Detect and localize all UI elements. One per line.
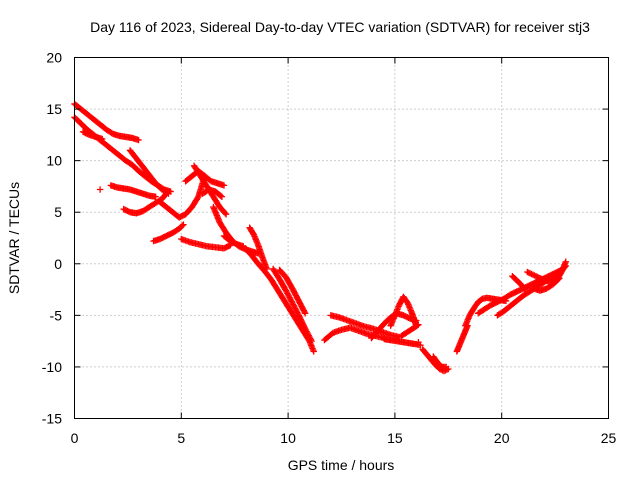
data-point-marker: [556, 275, 563, 282]
data-point-marker: [414, 322, 421, 329]
series-track-4: [107, 182, 159, 200]
data-point-marker: [180, 221, 187, 228]
y-axis-tick-labels: -15 -10 -5 0 5 10 15 20: [42, 50, 62, 427]
data-points: [71, 100, 569, 375]
data-point-marker: [521, 285, 528, 292]
x-axis-tick-labels: 0 5 10 15 20 25: [71, 430, 617, 446]
axis-ticks: [74, 57, 609, 419]
x-axis-label: GPS time / hours: [288, 457, 395, 473]
data-point-marker: [532, 272, 540, 280]
data-point-marker: [164, 189, 171, 197]
data-point-marker: [307, 336, 315, 343]
data-point-marker: [96, 186, 104, 193]
data-point-marker: [524, 268, 531, 276]
data-point-marker: [308, 337, 315, 345]
y-tick-label: -10: [42, 359, 62, 375]
series-track-24: [387, 293, 420, 329]
series-track-12: [199, 186, 226, 200]
y-tick-label: 10: [46, 153, 62, 169]
x-tick-label: 25: [601, 430, 617, 446]
data-point-marker: [301, 308, 308, 316]
series-track-5: [96, 186, 104, 193]
y-tick-label: 5: [54, 204, 62, 220]
data-point-marker: [536, 275, 544, 282]
data-point-marker: [440, 367, 448, 375]
y-tick-label: 0: [54, 256, 62, 272]
data-point-marker: [220, 182, 228, 189]
data-point-marker: [310, 348, 317, 355]
series-track-28: [415, 338, 422, 346]
data-point-marker: [555, 276, 562, 283]
series-track-33: [509, 272, 529, 293]
data-point-marker: [442, 367, 449, 374]
x-tick-label: 20: [494, 430, 510, 446]
x-tick-label: 15: [387, 430, 403, 446]
data-point-marker: [415, 321, 422, 328]
data-point-marker: [534, 273, 541, 281]
data-point-marker: [442, 363, 450, 371]
data-point-marker: [222, 211, 230, 218]
series-track-3: [79, 128, 106, 143]
data-point-marker: [301, 310, 309, 317]
series-track-7: [126, 147, 172, 197]
data-point-marker: [165, 190, 172, 197]
series-track-29: [453, 322, 471, 355]
series-track-35: [530, 275, 563, 294]
data-point-marker: [218, 193, 226, 200]
data-point-marker: [99, 135, 106, 143]
series-track-18: [269, 265, 315, 345]
series-track-25: [398, 321, 422, 340]
x-tick-label: 10: [280, 430, 296, 446]
series-track-8: [150, 221, 187, 245]
data-point-marker: [135, 136, 142, 144]
data-point-marker: [531, 272, 538, 279]
data-point-marker: [526, 270, 534, 277]
series-track-6: [120, 190, 170, 217]
data-point-marker: [179, 222, 186, 229]
series-track-16: [246, 224, 270, 273]
series-track-23: [381, 335, 424, 349]
data-point-marker: [521, 286, 529, 293]
series-track-19: [276, 266, 309, 317]
data-point-marker: [222, 210, 229, 217]
x-tick-label: 5: [177, 430, 185, 446]
data-point-marker: [539, 276, 547, 283]
data-point-marker: [538, 275, 545, 283]
data-point-marker: [415, 338, 422, 346]
series-track-27: [430, 353, 450, 371]
y-tick-label: 20: [46, 50, 62, 66]
data-point-marker: [217, 192, 225, 200]
series-track-1: [71, 100, 142, 144]
series-track-31: [475, 266, 565, 317]
series-track-34: [524, 258, 569, 286]
y-tick-label: -5: [50, 307, 63, 323]
series-track-17: [242, 245, 317, 355]
y-axis-label: SDTVAR / TECUs: [6, 182, 22, 294]
y-tick-label: 15: [46, 101, 62, 117]
chart-title: Day 116 of 2023, Sidereal Day-to-day VTE…: [90, 19, 590, 35]
x-tick-label: 0: [71, 430, 79, 446]
data-point-marker: [525, 269, 532, 276]
data-point-marker: [535, 274, 542, 281]
data-point-marker: [528, 270, 535, 278]
grid-lines: [74, 57, 609, 419]
data-point-marker: [562, 258, 569, 265]
y-tick-label: -15: [42, 411, 62, 427]
plot-frame: [74, 57, 609, 419]
data-point-marker: [529, 271, 537, 278]
series-track-15: [220, 232, 247, 250]
data-point-marker: [152, 193, 159, 200]
